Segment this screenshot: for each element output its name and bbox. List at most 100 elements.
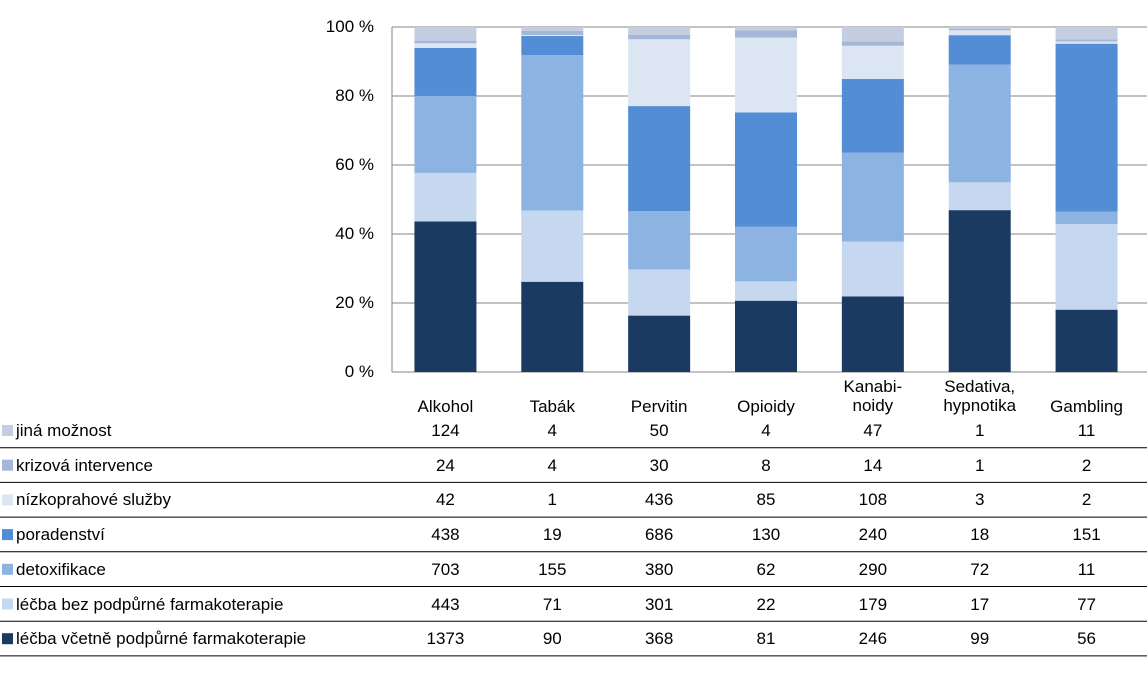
- x-tick-label: Tabák: [529, 397, 575, 416]
- bar-segment: [521, 35, 584, 37]
- table-cell: 124: [431, 421, 460, 440]
- table-cell: 62: [756, 559, 776, 579]
- bar-segment: [1055, 43, 1118, 212]
- table-cell: 77: [1077, 594, 1097, 614]
- bar-segment: [628, 27, 691, 35]
- x-tick-label: Opioidy: [737, 397, 795, 416]
- table-cell: 90: [542, 629, 562, 649]
- x-tick-label: Alkohol: [417, 397, 474, 416]
- legend-label: detoxifikace: [16, 559, 106, 579]
- bar-segment: [1055, 223, 1118, 310]
- x-tick-label: Pervitin: [630, 397, 688, 416]
- bar-segment: [414, 95, 477, 173]
- bar-segment: [628, 269, 691, 316]
- legend-label: léčba včetně podpůrné farmakoterapie: [16, 629, 307, 649]
- legend-swatch: [2, 494, 13, 506]
- bar-segment: [628, 315, 691, 372]
- table-cell: 436: [644, 490, 674, 510]
- table-cell: 686: [644, 525, 674, 545]
- bar-segment: [948, 30, 1011, 36]
- bar-segment: [735, 112, 797, 227]
- legend-swatch: [2, 459, 13, 471]
- legend-swatch: [2, 598, 13, 610]
- bar-segment: [521, 281, 584, 372]
- legend-label: jiná možnost: [16, 421, 112, 440]
- bar-segment: [841, 296, 904, 372]
- bar-segment: [1055, 211, 1118, 224]
- bar-segment: [521, 27, 584, 32]
- table-cell: 22: [756, 594, 776, 614]
- table-cell: 1: [974, 421, 985, 440]
- bar-segment: [948, 64, 1011, 183]
- bar-segment: [414, 43, 477, 48]
- bar-segment: [1055, 39, 1118, 42]
- table-cell: 85: [756, 490, 776, 510]
- bar-segment: [1055, 309, 1118, 372]
- legend-swatch: [2, 633, 13, 645]
- bar-segment: [521, 55, 584, 211]
- table-cell: 438: [431, 525, 460, 545]
- bar-segment: [735, 300, 797, 372]
- table-cell: 290: [858, 559, 888, 579]
- bar-segment: [735, 27, 797, 31]
- x-tick-label: Kanabi- noidy: [843, 377, 903, 415]
- table-cell: 56: [1077, 629, 1097, 649]
- table-cell: 8: [761, 455, 771, 475]
- table-cell: 179: [858, 594, 888, 614]
- table-cell: 1373: [426, 629, 465, 649]
- bar-segment: [948, 210, 1011, 372]
- table-cell: 108: [858, 490, 888, 510]
- table-cell: 3: [974, 490, 985, 510]
- table-cell: 19: [542, 525, 562, 545]
- bar-segment: [948, 28, 1011, 31]
- bar-segment: [948, 27, 1011, 29]
- table-cell: 301: [644, 594, 674, 614]
- table-cell: 11: [1077, 421, 1096, 440]
- bar-segment: [735, 37, 797, 113]
- table-cell: 4: [547, 421, 558, 440]
- table-cell: 130: [751, 525, 781, 545]
- bar-segment: [1055, 41, 1118, 44]
- bar-segment: [948, 182, 1011, 211]
- table-cell: 11: [1077, 559, 1096, 579]
- bar-segment: [521, 36, 584, 56]
- table-cell: 50: [649, 421, 669, 440]
- table-cell: 2: [1081, 490, 1092, 510]
- bar-segment: [521, 210, 584, 282]
- table-cell: 18: [970, 525, 990, 545]
- legend-swatch: [2, 425, 13, 436]
- legend-label: krizová intervence: [16, 455, 154, 475]
- legend-label: nízkoprahové služby: [16, 490, 171, 510]
- bar-segment: [841, 152, 904, 242]
- table-cell: 4: [761, 421, 771, 440]
- legend-label: poradenství: [16, 525, 105, 545]
- table-cell: 1: [547, 490, 558, 510]
- bar-segment: [628, 211, 691, 270]
- bar-segment: [628, 39, 691, 107]
- table-cell: 14: [863, 455, 883, 475]
- table-cell: 155: [538, 559, 567, 579]
- legend-swatch: [2, 563, 13, 575]
- legend-label: léčba bez podpůrné farmakoterapie: [16, 594, 284, 614]
- table-cell: 2: [1081, 455, 1092, 475]
- table-cell: 30: [649, 455, 669, 475]
- bar-segment: [735, 30, 797, 38]
- table-cell: 24: [435, 455, 455, 475]
- bar-segment: [948, 35, 1011, 65]
- x-tick-label: Sedativa, hypnotika: [943, 377, 1017, 415]
- table-cell: 380: [644, 559, 674, 579]
- table-cell: 99: [970, 629, 990, 649]
- table-cell: 151: [1072, 525, 1101, 545]
- bar-segment: [414, 47, 477, 96]
- bar-segment: [521, 31, 584, 36]
- table-cell: 81: [756, 629, 776, 649]
- y-tick-label: 0 %: [344, 362, 374, 381]
- table-cell: 17: [970, 594, 990, 614]
- bar-segment: [414, 27, 477, 41]
- table-cell: 72: [970, 559, 990, 579]
- bar-segment: [414, 40, 477, 44]
- table-cell: 4: [547, 455, 558, 475]
- table-cell: 368: [644, 629, 674, 649]
